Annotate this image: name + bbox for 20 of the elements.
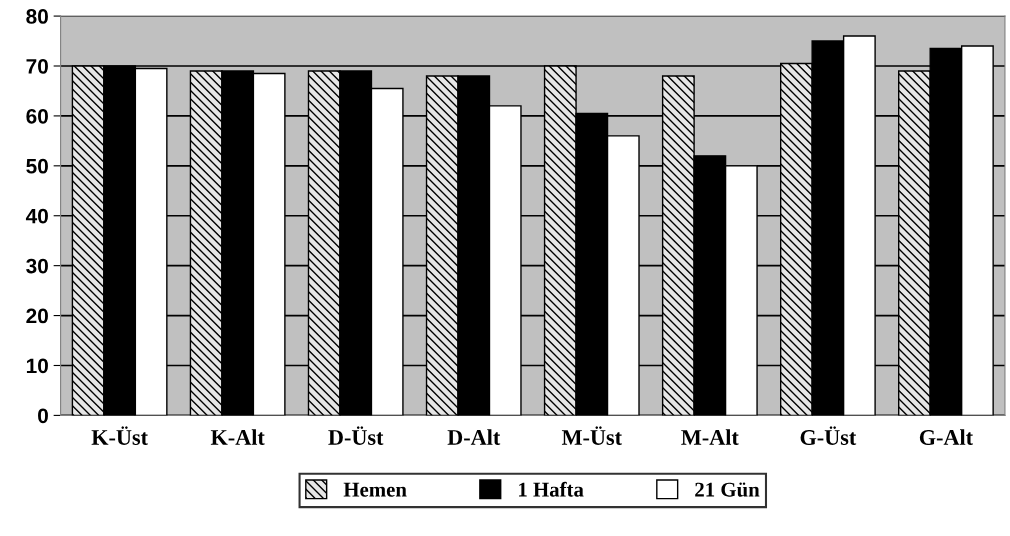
y-tick-label: 80 xyxy=(26,9,48,24)
legend-label: 1 Hafta xyxy=(519,481,584,497)
y-tick-label: 10 xyxy=(26,358,48,374)
x-tick-label: G-Alt xyxy=(919,429,973,445)
y-tick-label: 60 xyxy=(26,108,48,124)
legend-label: Hemen xyxy=(343,482,407,497)
x-tick-label: M-Alt xyxy=(681,429,739,445)
x-tick-label: K-Üst xyxy=(91,426,148,445)
y-tick-label: 70 xyxy=(26,59,48,74)
x-tick-label: D-Alt xyxy=(447,429,501,445)
x-tick-label: K-Alt xyxy=(210,429,265,445)
x-tick-label: D-Üst xyxy=(328,426,384,445)
x-tick-label: G-Üst xyxy=(800,426,857,445)
y-tick-label: 30 xyxy=(26,258,48,274)
y-tick-label: 40 xyxy=(25,208,48,224)
y-tick-label: 20 xyxy=(26,308,48,324)
y-tick-label: 50 xyxy=(26,158,48,174)
x-tick-label: M-Üst xyxy=(561,426,622,445)
legend-label: 21 Gün xyxy=(695,482,760,497)
y-tick-label: 0 xyxy=(38,408,48,424)
